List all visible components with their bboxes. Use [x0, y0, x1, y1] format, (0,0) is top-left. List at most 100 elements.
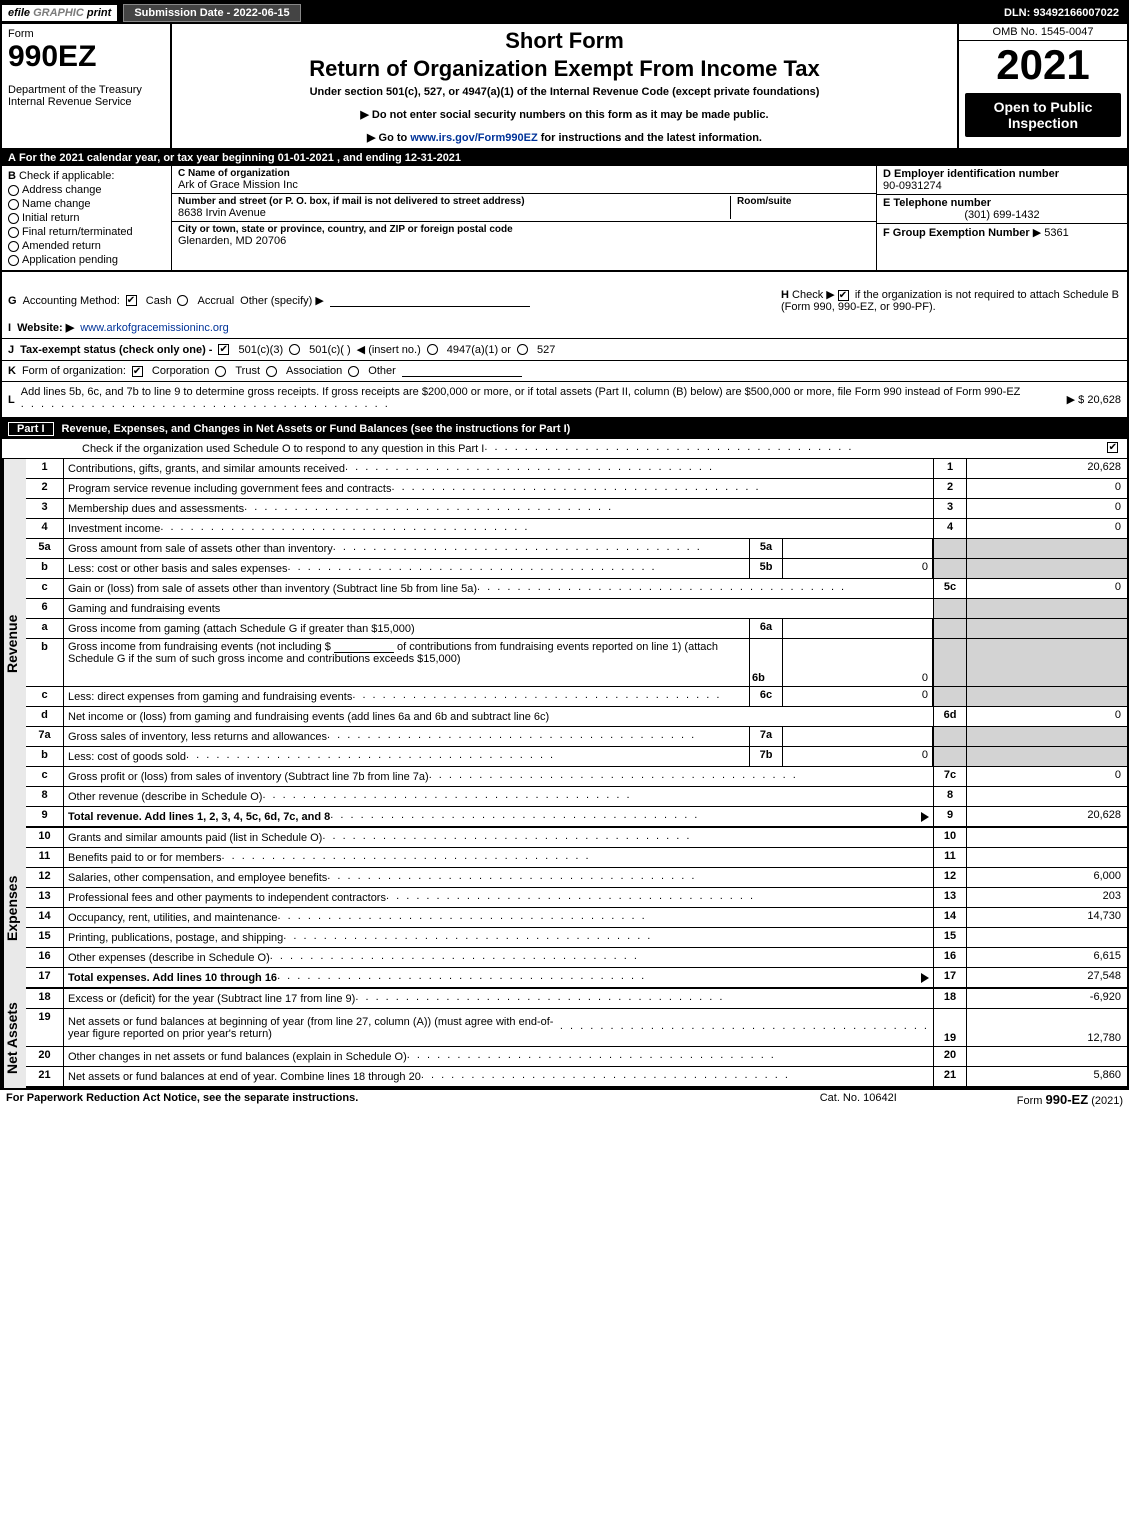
cb-cash[interactable]	[126, 295, 137, 306]
letter-i: I	[8, 322, 11, 334]
sec-l-text: Add lines 5b, 6c, and 7b to line 9 to de…	[21, 386, 1061, 413]
line-4-value: 0	[967, 519, 1127, 538]
line-2-rnum: 2	[933, 479, 967, 498]
part-1-title: Part I Revenue, Expenses, and Changes in…	[2, 419, 1127, 439]
cb-address-change[interactable]: Address change	[8, 184, 165, 196]
line-6-num: 6	[26, 599, 64, 618]
sections-def: D Employer identification number 90-0931…	[877, 166, 1127, 270]
line-5b-desc: Less: cost or other basis and sales expe…	[68, 563, 288, 575]
sec-f-label: F Group Exemption Number	[883, 227, 1030, 239]
line-21-value: 5,860	[967, 1067, 1127, 1086]
line-1: 1 Contributions, gifts, grants, and simil…	[26, 459, 1127, 479]
line-5a-num: 5a	[26, 539, 64, 558]
line-1-desc: Contributions, gifts, grants, and simila…	[68, 463, 345, 475]
rb-association[interactable]	[266, 366, 277, 377]
line-2-value: 0	[967, 479, 1127, 498]
department-label: Department of the Treasury Internal Reve…	[8, 84, 164, 108]
line-6b-midval: 0	[783, 639, 933, 686]
line-10-rnum: 10	[933, 828, 967, 847]
rb-501c[interactable]	[289, 344, 300, 355]
irs-link[interactable]: www.irs.gov/Form990EZ	[410, 132, 537, 144]
line-1-num: 1	[26, 459, 64, 478]
cash-label: Cash	[146, 295, 172, 307]
dots-icon	[386, 890, 929, 905]
line-7a: 7aGross sales of inventory, less returns…	[26, 727, 1127, 747]
line-6c-num: c	[26, 687, 64, 706]
revenue-vlabel: Revenue	[2, 459, 20, 828]
assoc-label: Association	[286, 365, 342, 377]
line-12: 12Salaries, other compensation, and empl…	[26, 868, 1127, 888]
shade-cell	[967, 727, 1127, 746]
line-7b-midnum: 7b	[749, 747, 783, 766]
shade-cell	[967, 747, 1127, 766]
rb-accrual[interactable]	[177, 295, 188, 306]
cb-application-pending[interactable]: Application pending	[8, 254, 165, 266]
line-12-rnum: 12	[933, 868, 967, 887]
line-3-num: 3	[26, 499, 64, 518]
website-url[interactable]: www.arkofgracemissioninc.org	[80, 322, 229, 334]
line-6c-midval: 0	[783, 687, 933, 706]
part-1-check-row: Check if the organization used Schedule …	[2, 439, 1127, 459]
other-org-input[interactable]	[402, 365, 522, 377]
line-3-rnum: 3	[933, 499, 967, 518]
rb-other-org[interactable]	[348, 366, 359, 377]
cb-schedule-b-not-required[interactable]	[838, 290, 849, 301]
line-15-desc: Printing, publications, postage, and shi…	[68, 932, 283, 944]
line-3: 3Membership dues and assessments30	[26, 499, 1127, 519]
line-9-desc: Total revenue. Add lines 1, 2, 3, 4, 5c,…	[68, 811, 330, 823]
rb-4947a1[interactable]	[427, 344, 438, 355]
expenses-section: Expenses 10Grants and similar amounts pa…	[2, 828, 1127, 989]
section-k-row: K Form of organization: Corporation Trus…	[2, 361, 1127, 382]
line-6d-desc: Net income or (loss) from gaming and fun…	[68, 711, 549, 723]
form-number: 990EZ	[8, 40, 164, 74]
line-6-desc: Gaming and fundraising events	[68, 603, 220, 615]
shade-cell	[967, 559, 1127, 578]
line-21: 21Net assets or fund balances at end of …	[26, 1067, 1127, 1088]
dln-label: DLN: 93492166007022	[1004, 7, 1127, 19]
bcdef-block: B Check if applicable: Address change Na…	[2, 166, 1127, 272]
line-7b-midval: 0	[783, 747, 933, 766]
cb-amended-return[interactable]: Amended return	[8, 240, 165, 252]
ein-value: 90-0931274	[883, 180, 1121, 192]
cb-initial-return[interactable]: Initial return	[8, 212, 165, 224]
section-i-row: I Website: ▶ www.arkofgracemissioninc.or…	[2, 317, 1127, 339]
line-11-num: 11	[26, 848, 64, 867]
line-19-value: 12,780	[967, 1009, 1127, 1046]
line-18: 18Excess or (deficit) for the year (Subt…	[26, 989, 1127, 1009]
line-5a-midval	[783, 539, 933, 558]
line-4-rnum: 4	[933, 519, 967, 538]
line-8-rnum: 8	[933, 787, 967, 806]
cb-schedule-o-part1[interactable]	[1107, 442, 1118, 453]
section-a-text: For the 2021 calendar year, or tax year …	[19, 152, 461, 164]
section-g-h-row: G Accounting Method: Cash Accrual Other …	[2, 272, 1127, 317]
dots-icon	[477, 581, 929, 596]
catalog-number: Cat. No. 10642I	[820, 1092, 897, 1107]
dots-icon	[327, 729, 745, 744]
line-6a-desc: Gross income from gaming (attach Schedul…	[68, 623, 415, 635]
cb-501c3[interactable]	[218, 344, 229, 355]
sec-g-label: Accounting Method:	[23, 295, 120, 307]
line-5c-num: c	[26, 579, 64, 598]
line-6b-contrib-input[interactable]	[334, 641, 394, 653]
dots-icon	[270, 950, 929, 965]
rb-trust[interactable]	[215, 366, 226, 377]
trust-label: Trust	[235, 365, 260, 377]
dots-icon	[421, 1069, 929, 1084]
line-20: 20Other changes in net assets or fund ba…	[26, 1047, 1127, 1067]
other-specify-input[interactable]	[330, 295, 530, 307]
cb-name-change[interactable]: Name change	[8, 198, 165, 210]
rb-527[interactable]	[517, 344, 528, 355]
cb-final-return[interactable]: Final return/terminated	[8, 226, 165, 238]
efile-graphic-print[interactable]: efile GRAPHIC print	[2, 5, 117, 21]
line-6a-midval	[783, 619, 933, 638]
line-7c-desc: Gross profit or (loss) from sales of inv…	[68, 771, 429, 783]
dots-icon	[429, 769, 929, 784]
cb-corporation[interactable]	[132, 366, 143, 377]
arrow-icon	[921, 973, 929, 983]
line-5b-midval: 0	[783, 559, 933, 578]
line-9-num: 9	[26, 807, 64, 826]
line-6c-desc: Less: direct expenses from gaming and fu…	[68, 691, 352, 703]
line-5c-desc: Gain or (loss) from sale of assets other…	[68, 583, 477, 595]
line-7b: bLess: cost of goods sold7b0	[26, 747, 1127, 767]
line-16: 16Other expenses (describe in Schedule O…	[26, 948, 1127, 968]
